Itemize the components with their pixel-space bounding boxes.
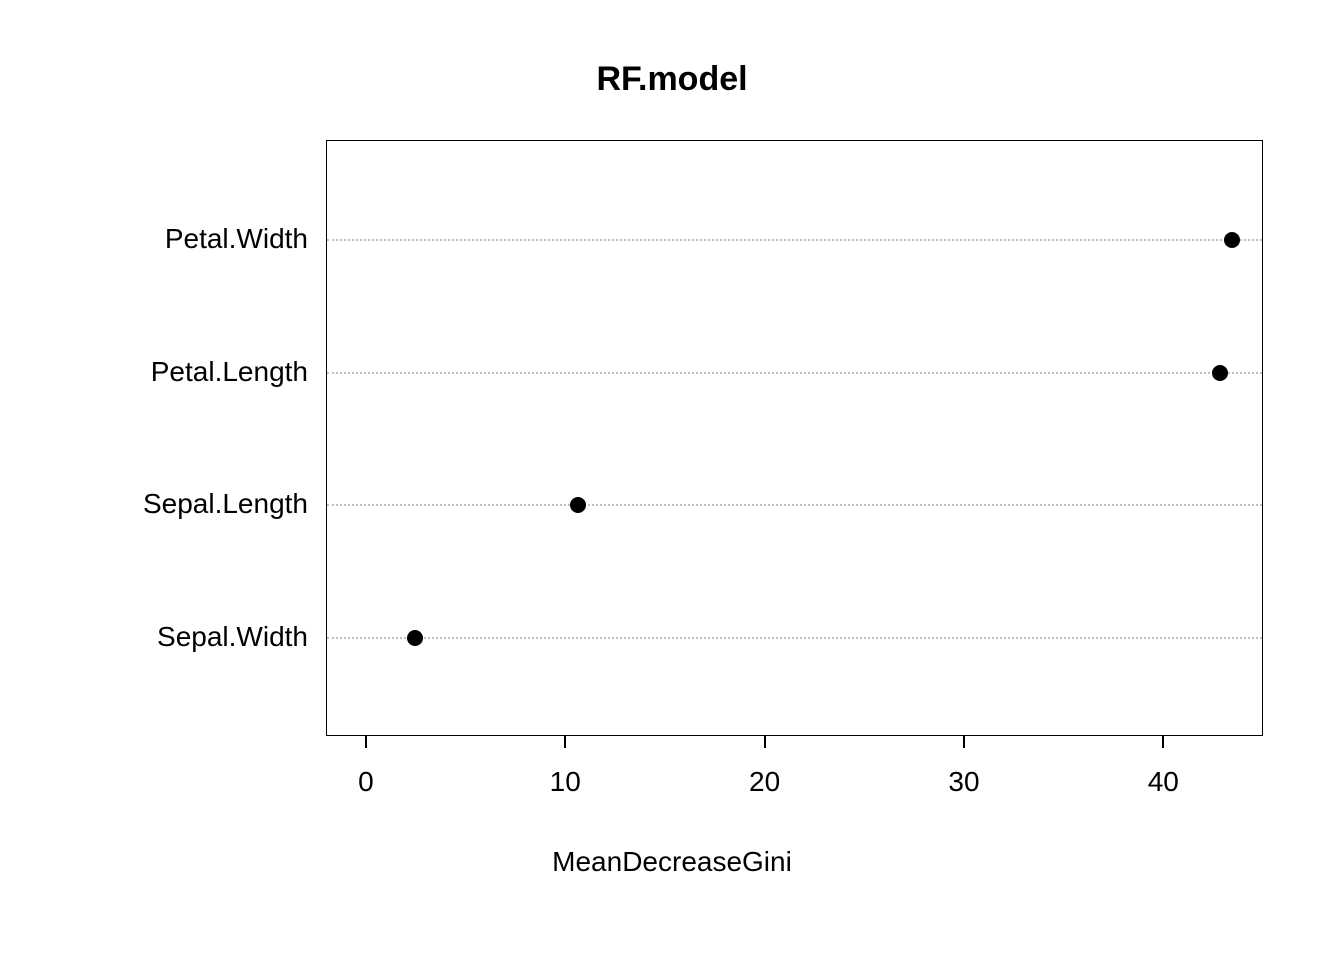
data-point	[407, 630, 423, 646]
plot-area	[326, 140, 1263, 736]
x-axis-tick-label: 40	[1148, 766, 1179, 798]
x-axis-tick	[564, 736, 566, 748]
gridline	[327, 637, 1262, 639]
y-axis-label: Sepal.Length	[143, 488, 308, 520]
x-axis-title: MeanDecreaseGini	[0, 846, 1344, 878]
x-axis-tick	[963, 736, 965, 748]
data-point	[1212, 365, 1228, 381]
x-axis-tick	[365, 736, 367, 748]
x-axis-tick-label: 30	[948, 766, 979, 798]
x-axis-tick-label: 20	[749, 766, 780, 798]
x-axis-tick	[1162, 736, 1164, 748]
y-axis-label: Sepal.Width	[157, 621, 308, 653]
y-axis-label: Petal.Width	[165, 223, 308, 255]
gridline	[327, 372, 1262, 374]
data-point	[570, 497, 586, 513]
data-point	[1224, 232, 1240, 248]
y-axis-label: Petal.Length	[151, 356, 308, 388]
gridline	[327, 239, 1262, 241]
x-axis-tick	[764, 736, 766, 748]
x-axis-tick-label: 0	[358, 766, 374, 798]
chart-title: RF.model	[0, 60, 1344, 99]
x-axis-tick-label: 10	[550, 766, 581, 798]
gridline	[327, 504, 1262, 506]
